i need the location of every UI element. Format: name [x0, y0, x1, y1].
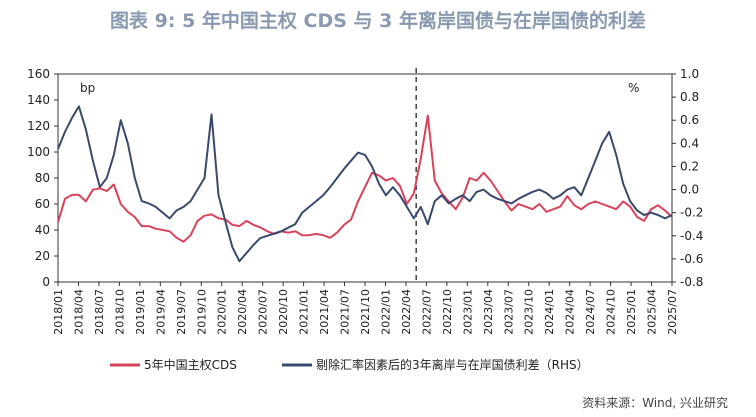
- x-axis: 2018/01 2018/04 2018/07 2018/10 2019/01 2019/…: [52, 282, 679, 335]
- right-tick-label: 0.6: [680, 113, 699, 127]
- left-axis: 0 20 40 60 80 100 120 140 160: [27, 67, 58, 289]
- series-line-spread: [57, 105, 673, 263]
- x-tick-label: 2022/07: [420, 289, 433, 335]
- source-note: 资料来源：Wind, 兴业研究: [582, 396, 728, 410]
- left-tick-label: 40: [35, 223, 50, 237]
- x-tick-label: 2023/07: [502, 289, 515, 335]
- x-tick-label: 2019/10: [195, 289, 208, 335]
- right-tick-label: -0.4: [680, 229, 703, 243]
- x-tick-label: 2018/10: [113, 289, 126, 335]
- x-tick-label: 2023/04: [482, 289, 495, 335]
- x-tick-label: 2025/04: [646, 289, 659, 335]
- plot-frame: [57, 73, 673, 283]
- left-tick-label: 100: [27, 145, 50, 159]
- x-tick-label: 2019/01: [134, 289, 147, 335]
- x-tick-label: 2021/01: [298, 289, 311, 335]
- x-tick-label: 2024/04: [564, 289, 577, 335]
- left-tick-label: 0: [42, 275, 50, 289]
- legend-item-cds-label: 5年中国主权CDS: [144, 357, 237, 372]
- legend: 5年中国主权CDS 剔除汇率因素后的3年离岸与在岸国债利差（RHS）: [110, 357, 589, 372]
- right-axis: -0.8 -0.6 -0.4 -0.2 0.0 0.2 0.4 0.6 0.8 1.0: [672, 67, 703, 289]
- x-tick-label: 2020/01: [216, 289, 229, 335]
- right-tick-label: -0.2: [680, 206, 703, 220]
- x-tick-label: 2025/07: [666, 289, 679, 335]
- right-tick-label: 0.8: [680, 90, 699, 104]
- left-tick-label: 160: [27, 67, 50, 81]
- x-tick-label: 2022/04: [400, 289, 413, 335]
- right-tick-label: 0.2: [680, 159, 699, 173]
- x-tick-label: 2025/01: [625, 289, 638, 335]
- x-tick-label: 2020/04: [236, 289, 249, 335]
- right-tick-label: -0.6: [680, 252, 703, 266]
- right-axis-unit: %: [628, 81, 639, 95]
- x-tick-label: 2024/07: [584, 289, 597, 335]
- right-tick-label: 0.4: [680, 136, 699, 150]
- left-tick-label: 60: [35, 197, 50, 211]
- series-line-cds: [57, 114, 673, 243]
- x-tick-label: 2019/07: [175, 289, 188, 335]
- x-tick-label: 2021/07: [339, 289, 352, 335]
- x-tick-label: 2023/10: [523, 289, 536, 335]
- x-tick-label: 2022/10: [441, 289, 454, 335]
- right-tick-label: -0.8: [680, 275, 703, 289]
- x-tick-label: 2022/01: [379, 289, 392, 335]
- x-tick-label: 2021/10: [359, 289, 372, 335]
- chart-title: 图表 9: 5 年中国主权 CDS 与 3 年离岸国债与在岸国债的利差: [110, 10, 646, 32]
- right-tick-label: 0.0: [680, 183, 699, 197]
- x-tick-label: 2020/10: [277, 289, 290, 335]
- x-tick-label: 2024/10: [605, 289, 618, 335]
- left-tick-label: 120: [27, 119, 50, 133]
- legend-item-spread-label: 剔除汇率因素后的3年离岸与在岸国债利差（RHS）: [316, 357, 589, 372]
- left-axis-unit: bp: [80, 81, 95, 95]
- x-tick-label: 2023/01: [461, 289, 474, 335]
- left-tick-label: 20: [35, 249, 50, 263]
- left-tick-label: 140: [27, 93, 50, 107]
- right-tick-label: 1.0: [680, 67, 699, 81]
- x-tick-label: 2018/07: [93, 289, 106, 335]
- series-lines: [57, 105, 673, 263]
- x-tick-label: 2019/04: [154, 289, 167, 335]
- left-tick-label: 80: [35, 171, 50, 185]
- x-tick-label: 2018/01: [52, 289, 65, 335]
- x-tick-label: 2021/04: [318, 289, 331, 335]
- x-tick-label: 2020/07: [257, 289, 270, 335]
- x-tick-label: 2024/01: [543, 289, 556, 335]
- x-tick-label: 2018/04: [72, 289, 85, 335]
